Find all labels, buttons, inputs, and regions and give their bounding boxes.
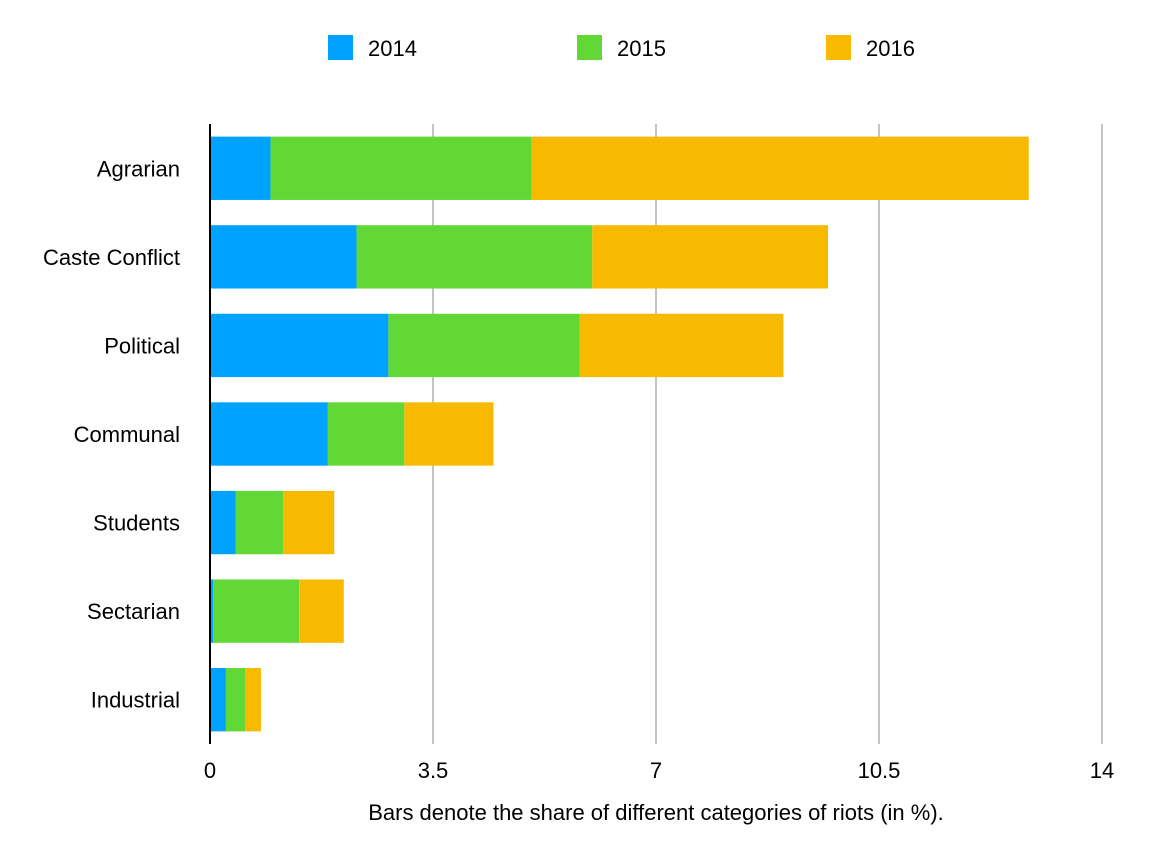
bar-communal-2016: [404, 402, 494, 466]
legend: 2014 2015 2016: [328, 35, 915, 61]
bar-caste-conflict-2015: [356, 225, 593, 289]
bar-industrial-2014: [210, 668, 226, 732]
bar-sectarian-2015: [213, 579, 300, 643]
category-label: Political: [104, 333, 180, 358]
bar-agrarian-2016: [531, 136, 1029, 200]
bar-political-2014: [210, 313, 389, 378]
bar-sectarian-2016: [299, 579, 344, 643]
category-labels: Agrarian Caste Conflict Political Communal S…: [43, 156, 180, 712]
legend-swatch-2016: [826, 35, 851, 60]
x-tick-label: 7: [650, 758, 662, 783]
x-tick-label: 14: [1090, 758, 1114, 783]
bar-sectarian-2014: [210, 579, 214, 643]
bar-industrial-2015: [225, 668, 246, 732]
legend-label: 2016: [866, 36, 915, 61]
x-tick-labels: 0 3.5 7 10.5 14: [204, 758, 1114, 783]
category-label: Communal: [74, 422, 180, 447]
bar-students-2016: [283, 490, 335, 555]
category-label: Caste Conflict: [43, 245, 180, 270]
category-label: Sectarian: [87, 599, 180, 624]
legend-swatch-2015: [577, 35, 602, 60]
x-tick-label: 3.5: [418, 758, 449, 783]
gridlines: [432, 124, 1103, 744]
bar-students-2015: [235, 490, 284, 555]
bar-agrarian-2015: [270, 136, 532, 200]
bar-caste-conflict-2016: [592, 225, 829, 289]
bar-caste-conflict-2014: [210, 225, 357, 289]
x-axis-title: Bars denote the share of different categ…: [368, 800, 944, 825]
bar-communal-2015: [327, 402, 405, 466]
bar-industrial-2016: [245, 668, 261, 732]
bars: [210, 136, 1029, 732]
bar-political-2016: [579, 313, 784, 378]
legend-label: 2014: [368, 36, 417, 61]
category-label: Students: [93, 511, 180, 536]
x-tick-label: 0: [204, 758, 216, 783]
category-label: Industrial: [91, 688, 180, 713]
bar-agrarian-2014: [210, 136, 271, 200]
legend-label: 2015: [617, 36, 666, 61]
bar-communal-2014: [210, 402, 328, 466]
category-label: Agrarian: [97, 156, 180, 181]
x-tick-label: 10.5: [858, 758, 901, 783]
bar-students-2014: [210, 490, 236, 555]
legend-swatch-2014: [328, 35, 353, 60]
bar-political-2015: [388, 313, 580, 378]
